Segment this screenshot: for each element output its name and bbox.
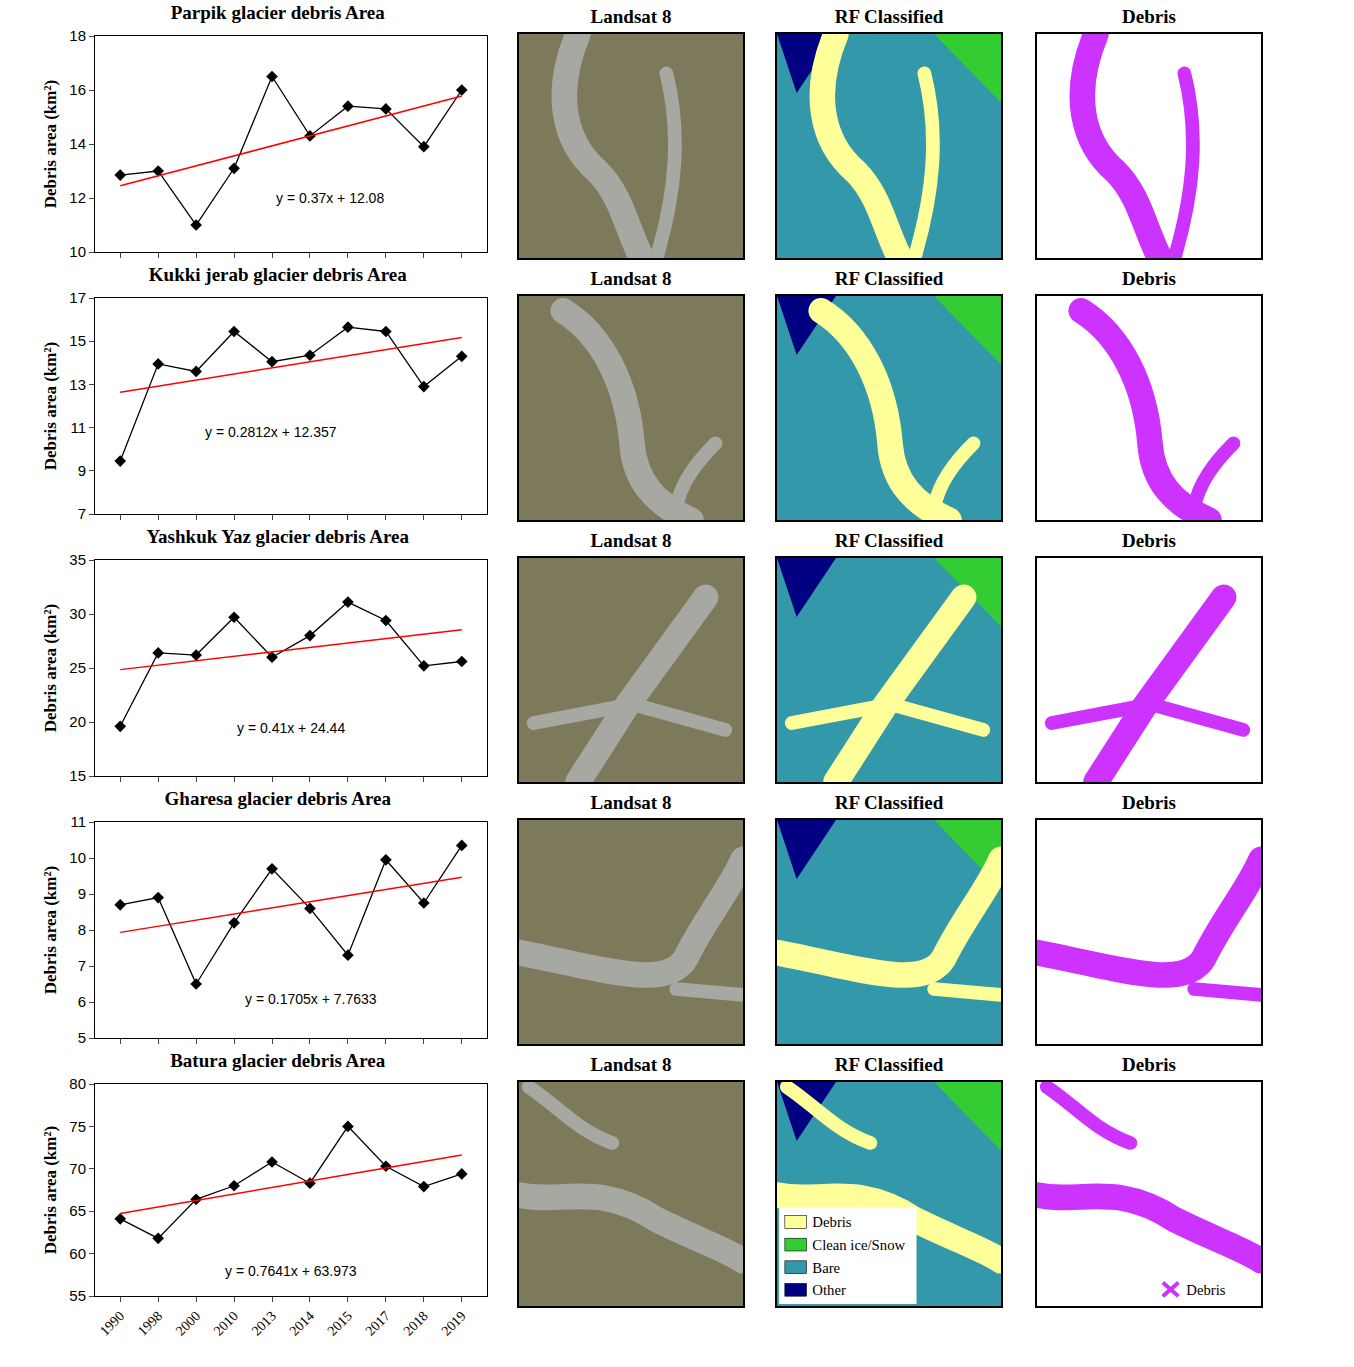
- svg-text:1990: 1990: [97, 1308, 127, 1338]
- html-text:Debris: Debris: [1122, 6, 1176, 27]
- svg-text:80: 80: [69, 1075, 86, 1092]
- html-text:Landsat 8: Landsat 8: [590, 792, 672, 813]
- svg-text:y = 0.1705x + 7.7633: y = 0.1705x + 7.7633: [245, 991, 377, 1007]
- svg-text:Yashkuk Yaz glacier debris Are: Yashkuk Yaz glacier debris Area: [146, 526, 409, 547]
- html-text:Landsat 8: Landsat 8: [590, 268, 672, 289]
- svg-text:9: 9: [78, 462, 86, 479]
- svg-text:35: 35: [69, 551, 86, 568]
- svg-text:16: 16: [69, 81, 86, 98]
- svg-text:y = 0.37x + 12.08: y = 0.37x + 12.08: [276, 190, 384, 206]
- svg-text:10: 10: [69, 243, 86, 260]
- svg-text:Batura glacier debris Area: Batura glacier debris Area: [170, 1050, 386, 1071]
- svg-text:2013: 2013: [249, 1308, 279, 1338]
- svg-text:y = 0.41x + 24.44: y = 0.41x + 24.44: [237, 720, 345, 736]
- svg-text:11: 11: [70, 813, 86, 830]
- svg-text:Clean ice/Snow: Clean ice/Snow: [812, 1237, 905, 1253]
- svg-text:2018: 2018: [400, 1308, 430, 1338]
- svg-text:Debris: Debris: [1186, 1282, 1226, 1298]
- svg-text:65: 65: [69, 1202, 86, 1219]
- svg-text:Debris area (km²): Debris area (km²): [41, 1126, 60, 1254]
- svg-text:2017: 2017: [363, 1308, 393, 1338]
- svg-text:Other: Other: [812, 1282, 846, 1298]
- svg-text:5: 5: [78, 1029, 86, 1046]
- svg-text:20: 20: [69, 713, 86, 730]
- svg-text:7: 7: [78, 505, 86, 522]
- svg-text:70: 70: [69, 1160, 86, 1177]
- html-text:RF Classified: RF Classified: [834, 268, 944, 289]
- svg-text:13: 13: [69, 376, 86, 393]
- svg-text:10: 10: [69, 849, 86, 866]
- svg-text:2000: 2000: [173, 1308, 203, 1338]
- svg-text:9: 9: [78, 885, 86, 902]
- svg-text:11: 11: [70, 419, 86, 436]
- svg-text:2015: 2015: [325, 1308, 355, 1338]
- html-text:Landsat 8: Landsat 8: [590, 530, 672, 551]
- svg-text:Debris area (km²): Debris area (km²): [41, 342, 60, 470]
- svg-text:2019: 2019: [438, 1308, 468, 1338]
- svg-text:30: 30: [69, 605, 86, 622]
- svg-text:2014: 2014: [287, 1308, 317, 1338]
- svg-text:Bare: Bare: [812, 1260, 840, 1276]
- svg-text:Debris area (km²): Debris area (km²): [41, 604, 60, 732]
- svg-text:15: 15: [69, 767, 86, 784]
- svg-text:25: 25: [69, 659, 86, 676]
- svg-text:7: 7: [78, 957, 86, 974]
- html-text:RF Classified: RF Classified: [834, 530, 944, 551]
- svg-text:75: 75: [69, 1118, 86, 1135]
- svg-text:Kukki jerab glacier debris Are: Kukki jerab glacier debris Area: [149, 264, 407, 285]
- html-text:Debris: Debris: [1122, 1054, 1176, 1075]
- html-text:Landsat 8: Landsat 8: [590, 6, 672, 27]
- svg-text:Debris area (km²): Debris area (km²): [41, 80, 60, 208]
- svg-text:Parpik glacier debris Area: Parpik glacier debris Area: [171, 2, 386, 23]
- svg-text:15: 15: [69, 332, 86, 349]
- svg-text:y = 0.7641x + 63.973: y = 0.7641x + 63.973: [225, 1263, 357, 1279]
- svg-text:2010: 2010: [211, 1308, 241, 1338]
- html-text:Debris: Debris: [1122, 268, 1176, 289]
- html-text:Debris: Debris: [1122, 530, 1176, 551]
- svg-text:17: 17: [69, 289, 86, 306]
- html-text:RF Classified: RF Classified: [834, 792, 944, 813]
- svg-text:14: 14: [69, 135, 86, 152]
- svg-text:Gharesa glacier debris Area: Gharesa glacier debris Area: [165, 788, 392, 809]
- svg-text:y = 0.2812x + 12.357: y = 0.2812x + 12.357: [205, 424, 337, 440]
- html-text:RF Classified: RF Classified: [834, 1054, 944, 1075]
- svg-text:60: 60: [69, 1245, 86, 1262]
- svg-text:12: 12: [69, 189, 86, 206]
- svg-text:Debris: Debris: [812, 1214, 852, 1230]
- html-text:RF Classified: RF Classified: [834, 6, 944, 27]
- svg-text:18: 18: [69, 27, 86, 44]
- svg-text:8: 8: [78, 921, 86, 938]
- html-text:Landsat 8: Landsat 8: [590, 1054, 672, 1075]
- html-text:Debris: Debris: [1122, 792, 1176, 813]
- svg-text:Debris area (km²): Debris area (km²): [41, 866, 60, 994]
- svg-text:6: 6: [78, 993, 86, 1010]
- svg-text:1998: 1998: [135, 1308, 165, 1338]
- svg-text:55: 55: [69, 1287, 86, 1304]
